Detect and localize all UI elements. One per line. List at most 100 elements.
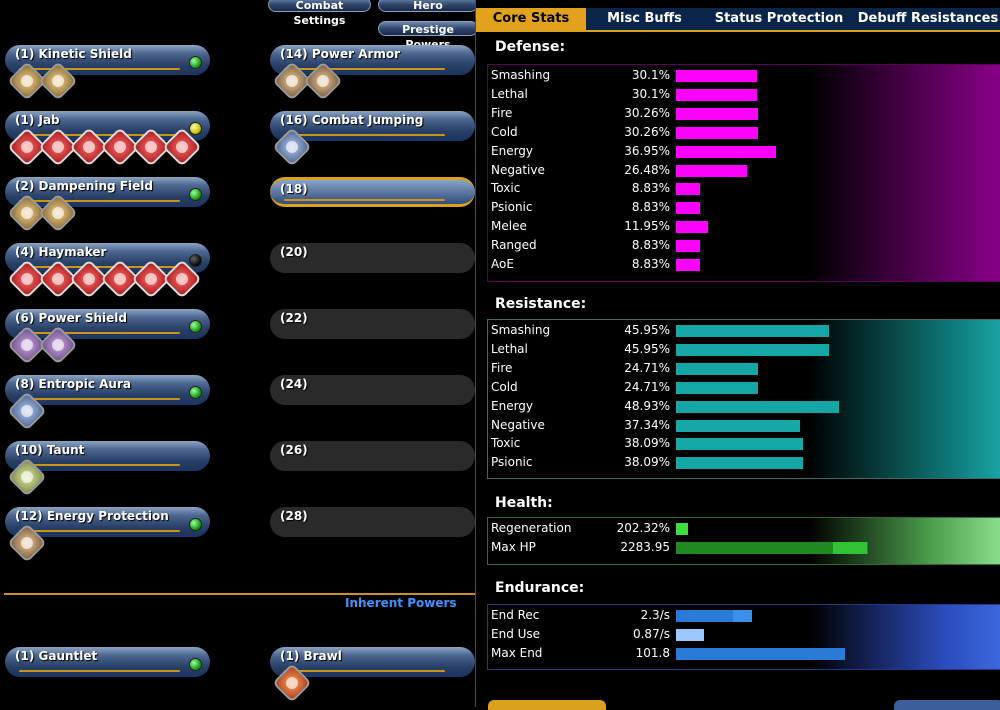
stat-value: 24.71% [624, 379, 670, 394]
status-orb-icon[interactable] [189, 254, 202, 267]
power-slot-bar[interactable]: (6) Power Shield [5, 309, 210, 339]
power-slot-bar[interactable]: (20) [270, 243, 475, 273]
combat-settings-button[interactable]: Combat Settings [268, 0, 371, 27]
enhancement-icon[interactable] [7, 391, 47, 431]
stat-value: 8.83% [631, 181, 670, 196]
power-slot-bar[interactable]: (1) Kinetic Shield [5, 45, 210, 75]
stat-value: 101.8 [635, 646, 670, 660]
power-slot-bar[interactable]: (10) Taunt [5, 441, 210, 471]
power-slot[interactable]: (1) Gauntlet [5, 647, 210, 677]
enhancement-icon[interactable] [38, 61, 78, 101]
stat-row: Negative 26.48% [490, 162, 1000, 180]
stat-value: 30.1% [631, 86, 670, 101]
stat-bar [676, 542, 868, 554]
stat-bar [676, 126, 758, 139]
stat-name: Energy [491, 398, 534, 413]
status-orb-icon[interactable] [189, 658, 202, 671]
enhancement-icon[interactable] [7, 457, 47, 497]
status-orb-icon[interactable] [189, 122, 202, 135]
enhancement-row [272, 663, 312, 703]
power-slot[interactable]: (8) Entropic Aura [5, 375, 210, 431]
tab-misc-buffs[interactable]: Misc Buffs [607, 11, 682, 26]
enhancement-icon[interactable] [272, 663, 312, 703]
power-slot[interactable]: (20) [270, 243, 475, 273]
health-panel: Regeneration 202.32% Max HP 2283.95 [487, 517, 1000, 565]
tab-debuff-resistances[interactable]: Debuff Resistances [857, 11, 999, 26]
status-orb-icon[interactable] [189, 386, 202, 399]
enhancement-icon[interactable] [7, 523, 47, 563]
stat-row: Cold 30.26% [490, 124, 1000, 142]
power-slot-bar[interactable]: (4) Haymaker [5, 243, 210, 273]
power-slot-label: (8) Entropic Aura [15, 377, 131, 391]
power-slot-bar[interactable]: (16) Combat Jumping [270, 111, 475, 141]
enhancement-icon[interactable] [38, 325, 78, 365]
power-slot-bar[interactable]: (28) [270, 507, 475, 537]
enhancement-icon[interactable] [162, 127, 202, 167]
build-panel: Combat Settings Hero Prestige Powers (1)… [0, 0, 478, 707]
power-slot[interactable]: (1) Brawl [270, 647, 475, 703]
stat-row: Energy 48.93% [490, 398, 1000, 416]
stat-name: Ranged [491, 238, 537, 253]
power-slot[interactable]: (12) Energy Protection [5, 507, 210, 563]
hero-button[interactable]: Hero [378, 0, 478, 12]
enhancement-row [7, 457, 47, 497]
power-slot-label: (24) [280, 377, 308, 391]
power-slot-bar[interactable]: (1) Brawl [270, 647, 475, 677]
power-slot[interactable]: (26) [270, 441, 475, 471]
power-slot[interactable]: (1) Jab [5, 111, 210, 167]
power-slot-bar[interactable]: (24) [270, 375, 475, 405]
power-slot-bar[interactable]: (2) Dampening Field [5, 177, 210, 207]
power-slot[interactable]: (22) [270, 309, 475, 339]
stat-value: 11.95% [624, 219, 670, 234]
bottom-tab-right[interactable] [894, 700, 1000, 710]
stat-name: Lethal [491, 86, 528, 101]
enhancement-row [7, 523, 47, 563]
power-slot[interactable]: (14) Power Armor [270, 45, 475, 101]
enhancement-icon[interactable] [38, 193, 78, 233]
stat-value: 2283.95 [620, 540, 670, 554]
power-slot[interactable]: (6) Power Shield [5, 309, 210, 365]
stat-value: 37.34% [624, 417, 670, 432]
power-slot[interactable]: (10) Taunt [5, 441, 210, 497]
power-slot[interactable]: (28) [270, 507, 475, 537]
stat-row: End Use 0.87/s [490, 626, 1000, 644]
stat-row: End Rec 2.3/s [490, 607, 1000, 625]
stat-row: Melee 11.95% [490, 218, 1000, 236]
enhancement-icon[interactable] [303, 61, 343, 101]
enhancement-row [272, 127, 312, 167]
tab-core-stats[interactable]: Core Stats [476, 8, 586, 30]
power-slot[interactable]: (1) Kinetic Shield [5, 45, 210, 101]
power-slot-bar[interactable]: (1) Gauntlet [5, 647, 210, 677]
power-slot[interactable]: (4) Haymaker [5, 243, 210, 299]
power-slot-bar[interactable]: (14) Power Armor [270, 45, 475, 75]
status-orb-icon[interactable] [189, 518, 202, 531]
power-slot[interactable]: (18) [270, 177, 475, 207]
power-slot[interactable]: (24) [270, 375, 475, 405]
status-orb-icon[interactable] [189, 320, 202, 333]
enhancement-icon[interactable] [162, 259, 202, 299]
power-slot-bar[interactable]: (26) [270, 441, 475, 471]
status-orb-icon[interactable] [189, 188, 202, 201]
power-slot-bar[interactable]: (18) [270, 177, 475, 207]
power-slot-label: (2) Dampening Field [15, 179, 153, 193]
tab-status-protection[interactable]: Status Protection [714, 11, 844, 26]
enhancement-icon[interactable] [272, 127, 312, 167]
power-slot[interactable]: (16) Combat Jumping [270, 111, 475, 167]
bottom-tab-left[interactable] [488, 700, 606, 710]
status-orb-icon[interactable] [189, 56, 202, 69]
prestige-powers-button[interactable]: Prestige Powers [378, 21, 478, 51]
stat-row: Smashing 30.1% [490, 67, 1000, 85]
power-slot-bar[interactable]: (12) Energy Protection [5, 507, 210, 537]
power-slot-bar[interactable]: (22) [270, 309, 475, 339]
stat-row: Psionic 8.83% [490, 199, 1000, 217]
power-slot-label: (1) Gauntlet [15, 649, 98, 663]
stat-bar [676, 648, 845, 660]
stat-row: Fire 30.26% [490, 105, 1000, 123]
power-slot-label: (10) Taunt [15, 443, 85, 457]
power-slot-label: (6) Power Shield [15, 311, 127, 325]
power-slot-label: (1) Brawl [280, 649, 342, 663]
stat-bar [676, 523, 688, 535]
power-slot-bar[interactable]: (8) Entropic Aura [5, 375, 210, 405]
power-slot-label: (28) [280, 509, 308, 523]
power-slot[interactable]: (2) Dampening Field [5, 177, 210, 233]
